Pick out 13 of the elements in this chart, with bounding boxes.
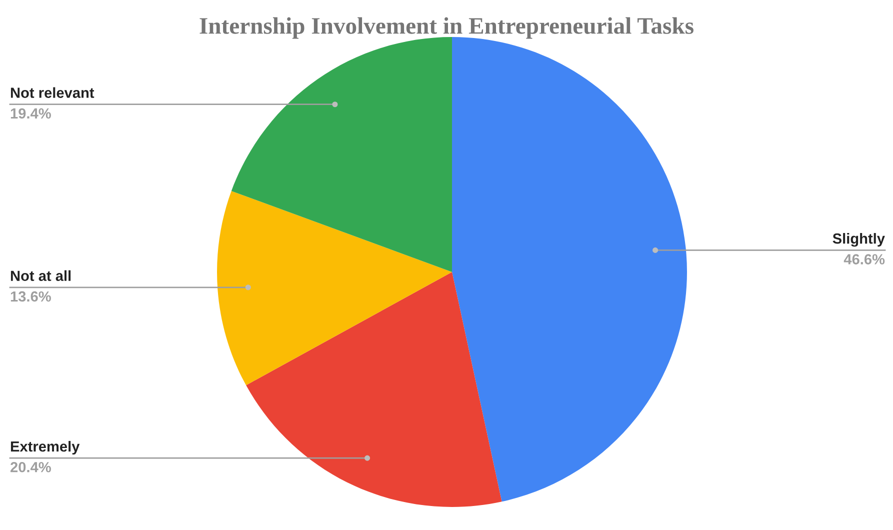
slice-label: Not relevant [10,87,94,98]
pie-slice [246,272,502,507]
pie-slice [217,191,452,386]
slice-label: Not at all [10,270,71,281]
chart-title: Internship Involvement in Entrepreneurial Tasks [200,17,694,39]
slice-label: Slightly [832,233,885,247]
data-label: 20.4% [10,462,51,472]
slice-label: Extremely [10,440,80,455]
data-label: 19.4% [10,108,51,119]
data-label: 46.6% [844,254,885,264]
data-label: 13.6% [10,291,51,302]
pie-slice [452,37,687,502]
pie-slice [231,37,452,272]
